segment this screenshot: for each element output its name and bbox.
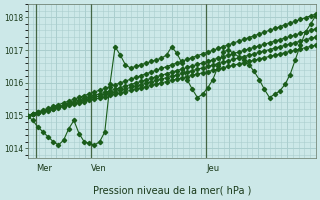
Text: Jeu: Jeu — [206, 164, 220, 173]
X-axis label: Pression niveau de la mer( hPa ): Pression niveau de la mer( hPa ) — [92, 186, 251, 196]
Text: Ven: Ven — [91, 164, 107, 173]
Text: Mer: Mer — [36, 164, 52, 173]
